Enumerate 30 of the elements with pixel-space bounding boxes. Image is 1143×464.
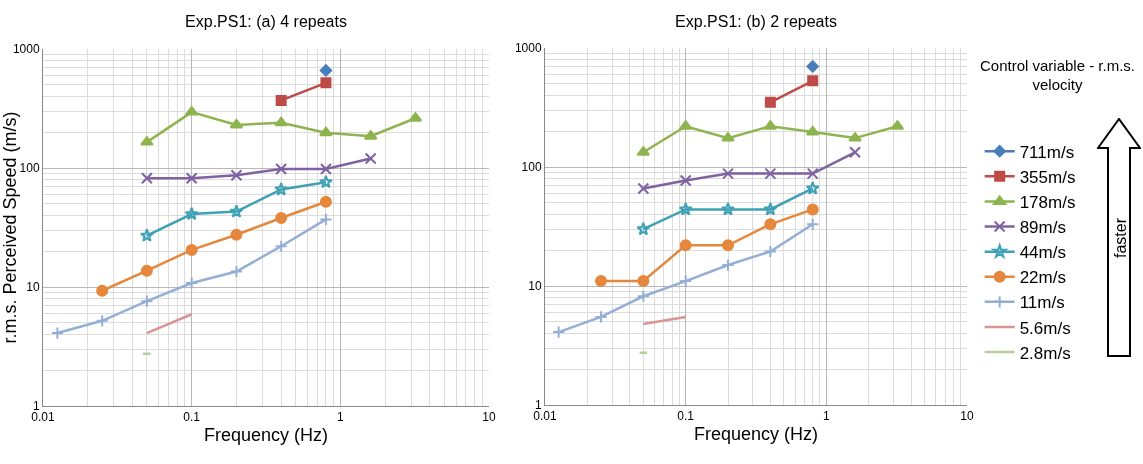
y-tick-label: 1000	[12, 42, 40, 57]
chart-title: Exp.PS1: (a) 4 repeats	[185, 13, 347, 31]
legend-label: 2.8m/s	[1019, 343, 1071, 363]
x-tick-label: 0.1	[677, 409, 695, 424]
y-tick-label: 10	[26, 280, 40, 295]
legend-label: 5.6m/s	[1019, 318, 1071, 338]
y-tick-label: 10	[528, 279, 542, 294]
x-tick-label: 1	[822, 409, 830, 424]
legend-label: 711m/s	[1019, 142, 1075, 162]
x-tick-label: 0.1	[183, 410, 201, 425]
y-tick-label: 100	[521, 160, 542, 175]
chart-title: Exp.PS1: (b) 2 repeats	[675, 13, 837, 31]
x-tick-label: 10	[482, 410, 496, 425]
x-axis-title: Frequency (Hz)	[203, 424, 329, 445]
y-tick-label: 100	[19, 161, 40, 176]
x-tick-label: 0.01	[533, 409, 557, 424]
x-tick-label: 0.01	[31, 410, 55, 425]
legend-label: 89m/s	[1019, 218, 1066, 238]
x-tick-label: 10	[960, 409, 974, 424]
y-axis-title: r.m.s. Perceived Speed (m/s)	[0, 111, 20, 344]
legend-label: 22m/s	[1019, 268, 1066, 288]
arrow-icon: faster	[1097, 118, 1141, 358]
legend-title: Control variable - r.m.s. velocity	[978, 56, 1136, 94]
legend-label: 178m/s	[1019, 193, 1076, 213]
y-tick-label: 1000	[514, 41, 542, 56]
x-axis-title: Frequency (Hz)	[693, 423, 819, 444]
x-tick-label: 1	[336, 410, 344, 425]
legend-label: 11m/s	[1019, 293, 1065, 313]
legend-label: 44m/s	[1019, 243, 1066, 263]
legend-label: 355m/s	[1019, 167, 1076, 187]
